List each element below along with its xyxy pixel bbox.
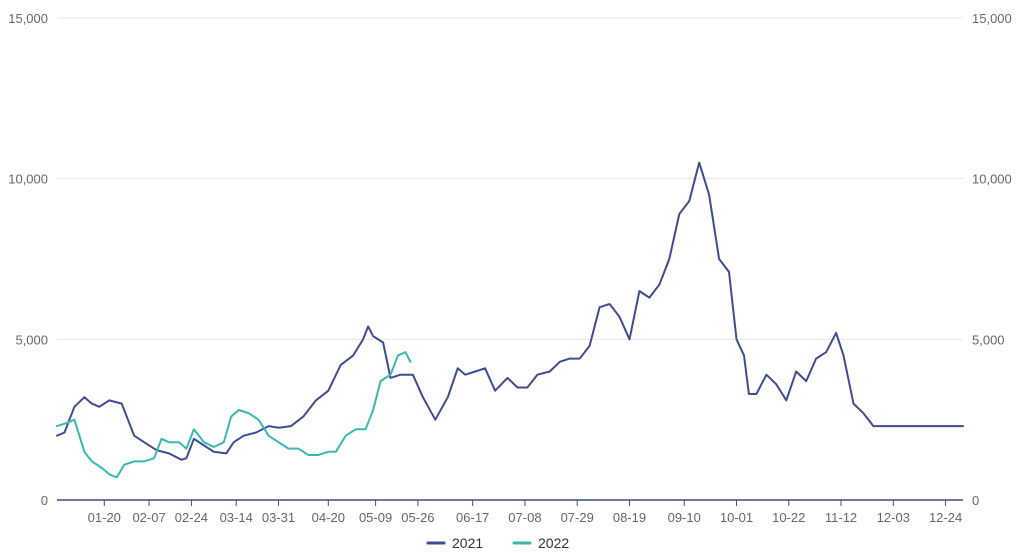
y-tick-label-left: 0 — [41, 493, 48, 508]
gridlines — [57, 17, 963, 340]
x-tick-label: 10-01 — [720, 510, 753, 525]
y-tick-label-left: 5,000 — [15, 332, 48, 347]
y-tick-label-right: 0 — [972, 493, 979, 508]
x-tick-label: 03-31 — [262, 510, 295, 525]
x-axis: 01-20 02-07 02-24 03-14 03-31 04-20 05-09 05-26… — [57, 499, 963, 525]
x-tick-label: 05-26 — [401, 510, 434, 525]
legend-label: 2021 — [452, 535, 483, 551]
legend[interactable]: 2021 2022 — [426, 535, 569, 551]
x-tick-label: 06-17 — [456, 510, 489, 525]
x-tick-label: 08-19 — [613, 510, 646, 525]
x-tick-label: 09-10 — [668, 510, 701, 525]
x-tick-label: 04-20 — [312, 510, 345, 525]
y-tick-label-right: 10,000 — [972, 172, 1012, 187]
x-tick-label: 12-24 — [929, 510, 962, 525]
x-tick-label: 10-22 — [772, 510, 805, 525]
y-tick-label-right: 15,000 — [972, 11, 1012, 26]
x-tick-label: 05-09 — [359, 510, 392, 525]
y-tick-label-right: 5,000 — [972, 332, 1005, 347]
y-axis-right: 0 5,000 10,000 15,000 — [972, 11, 1012, 508]
x-tick-label: 11-12 — [825, 510, 857, 525]
x-tick-label: 03-14 — [220, 510, 253, 525]
y-axis-left: 0 5,000 10,000 15,000 — [8, 11, 48, 508]
x-tick-label: 07-29 — [561, 510, 594, 525]
x-tick-label: 12-03 — [877, 510, 910, 525]
series-lines — [56, 161, 964, 479]
x-tick-label: 01-20 — [88, 510, 121, 525]
y-tick-label-left: 15,000 — [8, 11, 48, 26]
x-tick-label: 02-24 — [175, 510, 208, 525]
x-tick-label: 07-08 — [508, 510, 541, 525]
series-line-2022 — [56, 351, 412, 479]
y-tick-label-left: 10,000 — [8, 172, 48, 187]
x-tick-label: 02-07 — [132, 510, 165, 525]
legend-label: 2022 — [538, 535, 569, 551]
series-line-2021 — [56, 161, 964, 461]
